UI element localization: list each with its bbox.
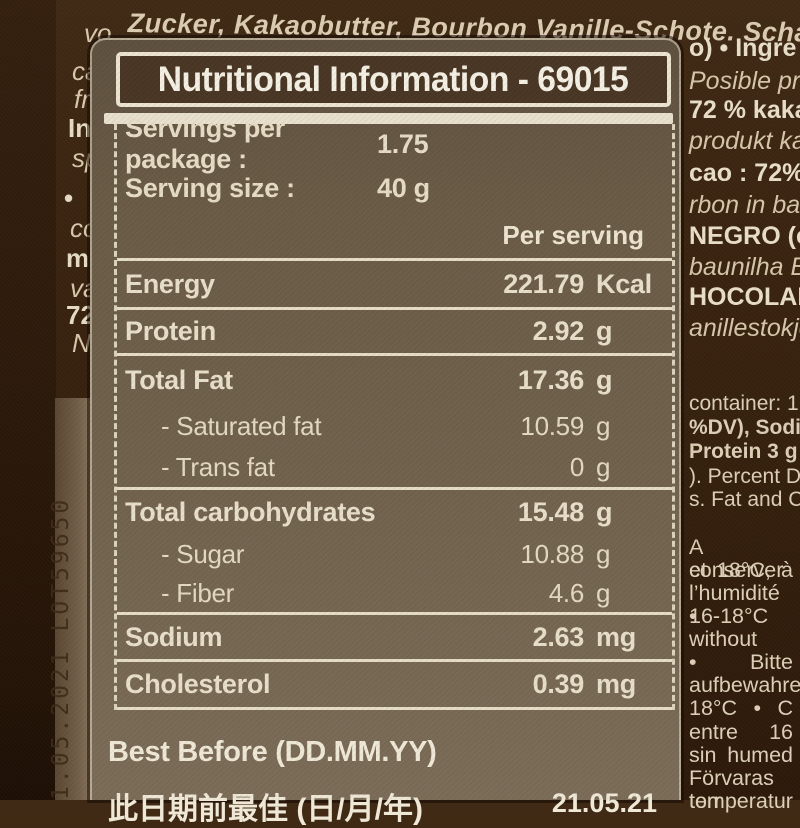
row-amount: 10.59 <box>520 410 584 441</box>
right-fragment: l’humidité • <box>689 581 780 628</box>
row-unit: Kcal <box>596 268 652 299</box>
right-fragment: anillestokjes <box>689 314 800 342</box>
row-amount: 17.36 <box>517 365 584 395</box>
row-name: Protein <box>125 316 216 346</box>
right-fragment: temperatur <box>689 789 793 813</box>
left-fragment: In <box>68 113 92 143</box>
right-fragment: ). Percent Dail <box>689 465 800 488</box>
label-title-box: Nutritional Information - 69015 <box>116 52 671 107</box>
serving-value: 40 g <box>377 172 430 203</box>
right-fragment: o) • Ingre <box>689 34 797 62</box>
row-name: - Fiber <box>161 577 235 608</box>
nutrition-row-sugar: - Sugar 10.88 g <box>117 534 672 574</box>
row-amount: 0.39 <box>532 669 585 699</box>
right-fragment: 16-18°C <box>689 604 769 628</box>
best-before-label: Best Before (DD.MM.YY) <box>108 736 437 768</box>
right-fragment: Protein 3 g <box>689 440 798 463</box>
row-name: Energy <box>125 268 215 299</box>
serving-label: Servings per package : <box>125 113 285 174</box>
label-title: Nutritional Information - 69015 <box>158 59 629 99</box>
best-before-cjk-row: 此日期前最佳 (日/月/年) 21.05.21 <box>108 784 657 828</box>
lot-code-text: 1.05.2021 LOT59650 <box>48 496 74 800</box>
nutrition-row-energy: Energy 221.79 Kcal <box>117 261 672 310</box>
right-fragment: sin humed <box>689 743 793 767</box>
row-unit: mg <box>596 621 636 652</box>
row-name: Total carbohydrates <box>125 496 376 527</box>
package-side-strip <box>55 398 95 800</box>
row-unit: g <box>596 451 611 482</box>
per-serving-header: Per serving <box>117 212 672 261</box>
left-fragment: N <box>72 328 91 358</box>
row-amount: 2.92 <box>532 316 585 346</box>
right-fragment: entre 16 <box>689 720 793 744</box>
right-fragment: • Bitte <box>689 650 793 674</box>
nutrition-row-cholesterol: Cholesterol 0.39 mg <box>117 662 672 710</box>
row-amount: 0 <box>569 451 584 482</box>
right-fragment: produkt kan <box>689 127 800 155</box>
serving-value: 1.75 <box>377 128 429 159</box>
right-fragment: aufbewahren <box>689 673 800 697</box>
right-fragment: %DV), Sodiu <box>689 416 800 439</box>
row-name: Total Fat <box>125 365 233 395</box>
nutrition-row-trans-fat: - Trans fat 0 g <box>117 447 672 490</box>
row-amount: 10.88 <box>520 538 584 569</box>
nutrition-row-fiber: - Fiber 4.6 g <box>117 574 672 615</box>
serving-label: Serving size : <box>125 172 295 203</box>
right-fragment: A conserver <box>689 535 784 582</box>
title-underline-bar <box>104 113 673 124</box>
right-fragment: 18°C • C <box>689 696 793 720</box>
nutrition-row-total-fat: Total Fat 17.36 g <box>117 356 672 405</box>
nutrition-row-sodium: Sodium 2.63 mg <box>117 615 672 662</box>
row-name: Sodium <box>125 621 223 652</box>
package-left-dark-edge <box>0 0 56 800</box>
row-unit: g <box>596 410 611 441</box>
row-name: - Trans fat <box>161 451 275 482</box>
right-fragment: NEGRO (cac <box>689 222 800 250</box>
nutrition-row-protein: Protein 2.92 g <box>117 310 672 356</box>
serving-row: Serving size : 40 g <box>117 164 672 212</box>
nutrition-label: Nutritional Information - 69015 Servings… <box>90 38 681 826</box>
right-fragment: s. Fat and Cho <box>689 488 800 511</box>
row-unit: g <box>596 316 613 346</box>
right-fragment: container: 1.7 <box>689 392 800 415</box>
right-fragment: without <box>689 627 758 651</box>
row-unit: g <box>596 496 613 527</box>
right-fragment: rbon in bac <box>689 191 800 219</box>
row-unit: g <box>596 577 611 608</box>
row-name: Cholesterol <box>125 669 271 699</box>
row-amount: 15.48 <box>517 496 584 527</box>
nutrition-row-total-carbohydrates: Total carbohydrates 15.48 g <box>117 490 672 534</box>
right-fragment: cao : 72% <box>689 159 800 187</box>
nutrition-row-saturated-fat: - Saturated fat 10.59 g <box>117 405 672 447</box>
best-before-date: 21.05.21 <box>551 788 657 818</box>
row-amount: 2.63 <box>532 621 585 652</box>
row-unit: g <box>596 538 611 569</box>
right-fragment: 72 % kaka <box>689 96 800 124</box>
left-fragment: fr <box>74 84 90 114</box>
row-name: - Saturated fat <box>161 410 322 441</box>
best-before-cjk: 此日期前最佳 (日/月/年) <box>108 793 423 826</box>
left-fragment: • <box>64 183 74 213</box>
row-amount: 221.79 <box>503 268 584 299</box>
nutrition-table: Servings per package : 1.75 Serving size… <box>114 113 675 710</box>
row-unit: g <box>596 365 613 395</box>
right-fragment: HOCOLADE <box>689 283 800 311</box>
serving-row: Servings per package : 1.75 <box>117 113 672 174</box>
right-fragment: Posible pre <box>689 67 800 95</box>
right-fragment: baunilha Bou <box>689 253 800 281</box>
row-name: - Sugar <box>161 538 245 569</box>
left-fragment: m <box>66 243 90 273</box>
row-amount: 4.6 <box>548 577 585 608</box>
row-unit: mg <box>596 669 636 699</box>
right-fragment: et 18°C, à <box>689 558 793 582</box>
